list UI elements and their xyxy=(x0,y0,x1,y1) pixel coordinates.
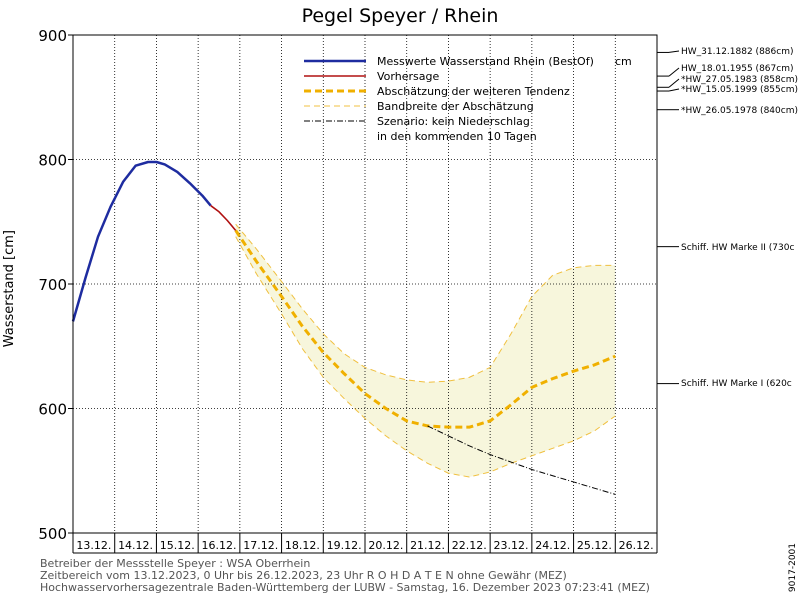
series-measured xyxy=(71,160,212,322)
x-tick-label: 19.12. xyxy=(327,539,362,552)
y-tick-label: 800 xyxy=(38,152,67,170)
reference-label: HW_18.01.1955 (867cm) xyxy=(681,64,793,74)
x-tick-label: 16.12. xyxy=(202,539,237,552)
series-forecast xyxy=(210,204,237,231)
reference-label: *HW_15.05.1999 (855cm) xyxy=(681,85,798,95)
reference-label: *HW_27.05.1983 (858cm) xyxy=(681,75,798,85)
footer-operator: Betreiber der Messstelle Speyer : WSA Ob… xyxy=(40,557,311,570)
x-tick-label: 18.12. xyxy=(285,539,320,552)
x-tick-label: 23.12. xyxy=(494,539,529,552)
chart-title: Pegel Speyer / Rhein xyxy=(301,5,499,27)
band-layer xyxy=(235,224,616,477)
legend-label-cont: in den kommenden 10 Tagen xyxy=(377,130,537,143)
reference-label: Schiff. HW Marke II (730c xyxy=(681,243,794,253)
y-tick-label: 600 xyxy=(38,401,67,419)
y-tick-label: 500 xyxy=(38,525,67,543)
legend-label: Abschätzung der weiteren Tendenz xyxy=(377,85,570,98)
x-tick-label: 24.12. xyxy=(535,539,570,552)
axis-layer: 500 600 700 800 900 13.12. 14.12. 15.12. 16.12. 1… xyxy=(38,27,658,554)
series-band-upper xyxy=(235,223,616,383)
legend-label: Szenario: kein Niederschlag xyxy=(377,115,530,128)
reference-marks-layer: HW_31.12.1882 (886cm) HW_18.01.1955 (867c… xyxy=(657,47,798,389)
x-tick-label: 20.12. xyxy=(368,539,403,552)
x-tick-label: 14.12. xyxy=(118,539,153,552)
legend-label: Vorhersage xyxy=(377,70,439,83)
reference-leader xyxy=(668,50,680,53)
x-tick-label: 26.12. xyxy=(619,539,654,552)
reference-label: Schiff. HW Marke I (620c xyxy=(681,379,792,389)
footer-source: Hochwasservorhersagezentrale Baden-Württ… xyxy=(40,581,650,594)
reference-label: HW_31.12.1882 (886cm) xyxy=(681,47,793,57)
x-tick-label: 15.12. xyxy=(160,539,195,552)
y-tick-label: 900 xyxy=(38,27,67,45)
x-tick-label: 17.12. xyxy=(243,539,278,552)
x-tick-label: 13.12. xyxy=(76,539,111,552)
uncertainty-band xyxy=(235,224,616,477)
grid-layer xyxy=(73,35,657,533)
reference-label: *HW_26.05.1978 (840cm) xyxy=(681,106,798,116)
y-tick-label: 700 xyxy=(38,276,67,294)
legend-label: Messwerte Wasserstand Rhein (BestOf) xyxy=(377,55,594,68)
legend-unit: cm xyxy=(615,55,632,68)
series-no-rain xyxy=(427,425,616,495)
reference-leader xyxy=(668,78,680,88)
watermark-id: 9017-2001 xyxy=(788,542,798,592)
x-tick-label: 22.12. xyxy=(452,539,487,552)
series-band-lower xyxy=(235,236,616,478)
x-tick-label: 21.12. xyxy=(410,539,445,552)
legend-label: Bandbreite der Abschätzung xyxy=(377,100,534,113)
series-layer xyxy=(71,160,616,495)
reference-leader xyxy=(668,88,680,92)
footer-timerange: Zeitbereich vom 13.12.2023, 0 Uhr bis 26… xyxy=(40,569,567,582)
legend-layer: Messwerte Wasserstand Rhein (BestOf) cm Vo… xyxy=(304,55,632,143)
reference-leader xyxy=(668,67,680,77)
x-tick-label: 25.12. xyxy=(577,539,612,552)
